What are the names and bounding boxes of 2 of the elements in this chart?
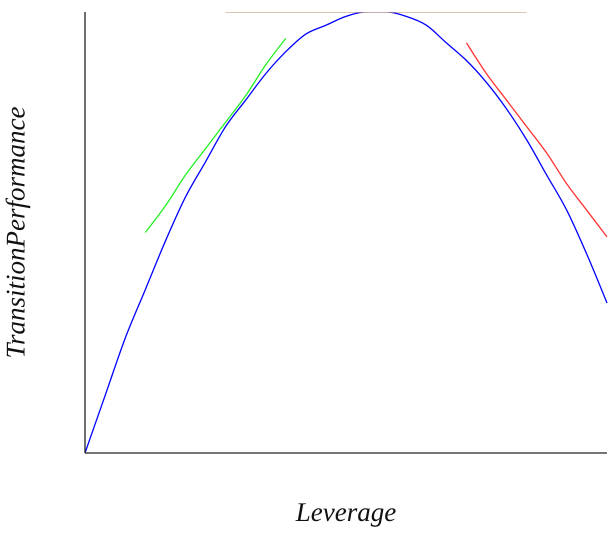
y-axis-title: TransitionPerformance bbox=[0, 106, 31, 359]
x-axis-title: Leverage bbox=[294, 497, 396, 527]
